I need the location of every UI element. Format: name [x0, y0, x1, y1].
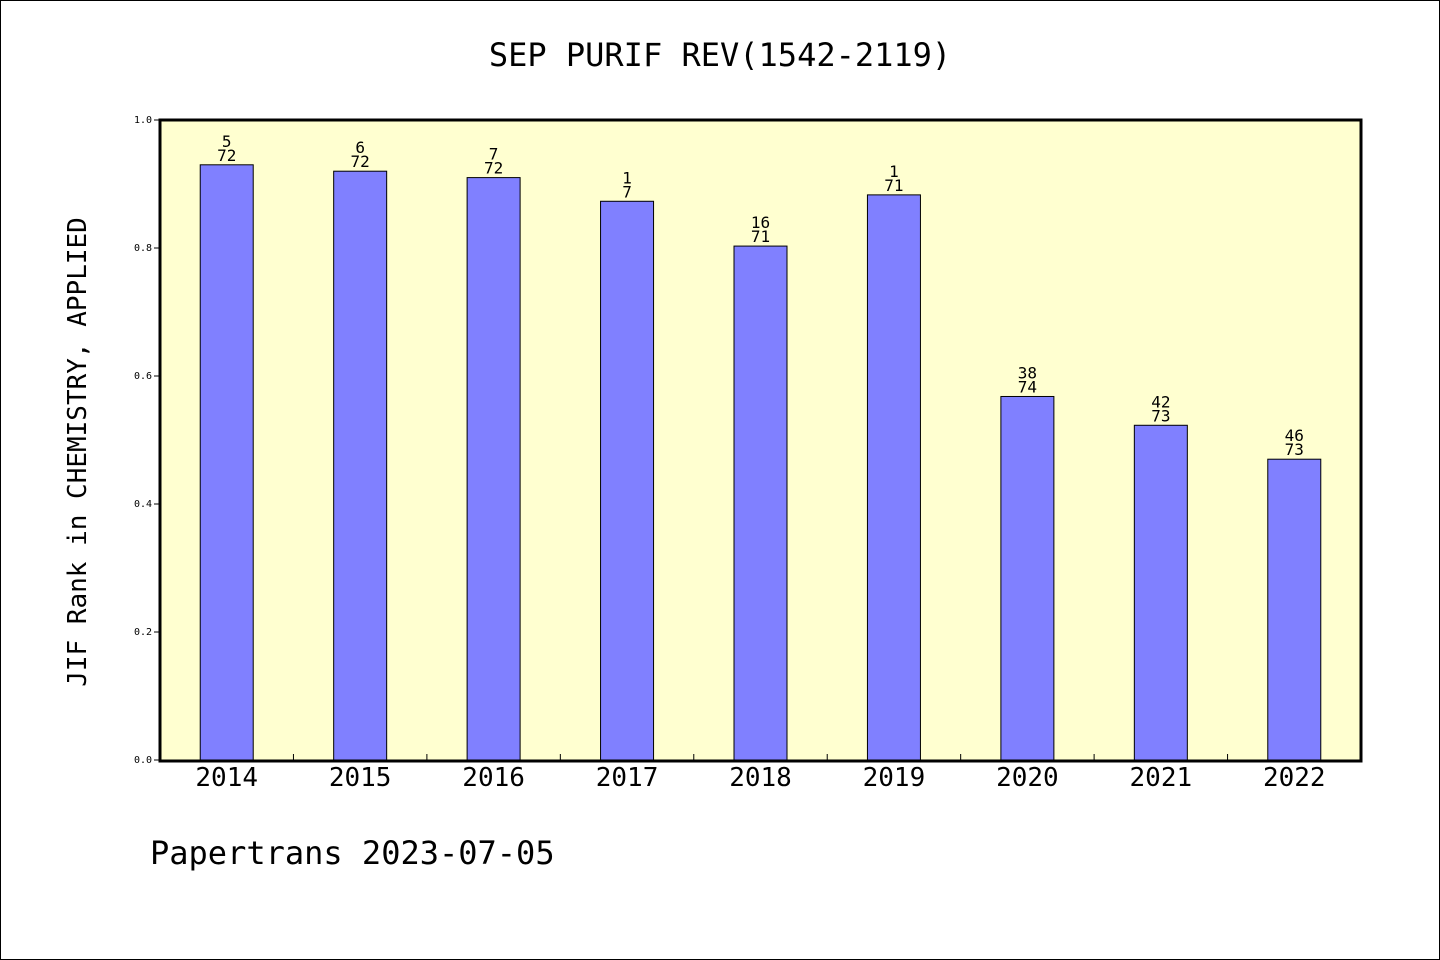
- bar-label-total: 72: [351, 152, 370, 171]
- x-axis-ticks: 2014 2015 2016 2017 2018 2019 2020 2021 2022: [195, 754, 1326, 793]
- x-tick-label: 2017: [596, 763, 659, 793]
- bar: [600, 200, 655, 761]
- bar: [333, 170, 388, 761]
- y-tick-label: 0.2: [134, 627, 152, 638]
- bar-label-total: 73: [1285, 440, 1304, 459]
- bar-label-rank: 46: [1285, 426, 1304, 445]
- x-tick-label: 2020: [996, 763, 1059, 793]
- bar: [733, 245, 788, 761]
- bar-label-total: 72: [484, 159, 503, 178]
- bar-label-total: 71: [751, 227, 770, 246]
- bar: [199, 164, 254, 761]
- y-tick-label: 1.0: [134, 115, 152, 126]
- y-axis-ticks: 0.0 0.2 0.4 0.6 0.8 1.0: [134, 115, 160, 766]
- bar: [1133, 424, 1188, 761]
- y-tick-label: 0.6: [134, 371, 152, 382]
- bar: [866, 194, 921, 761]
- y-tick-label: 0.4: [134, 499, 152, 510]
- bar-label-rank: 5: [222, 132, 232, 151]
- bar: [1000, 395, 1055, 761]
- bar-label-rank: 1: [622, 168, 632, 187]
- bars: [199, 164, 1322, 761]
- bar-label-rank: 7: [489, 145, 499, 164]
- x-tick-label: 2015: [329, 763, 392, 793]
- bar-label-total: 74: [1018, 377, 1037, 396]
- x-tick-label: 2022: [1263, 763, 1326, 793]
- bar-label-rank: 1: [889, 162, 899, 181]
- x-tick-label: 2019: [863, 763, 926, 793]
- x-tick-label: 2018: [729, 763, 792, 793]
- x-tick-label: 2021: [1130, 763, 1193, 793]
- x-tick-label: 2014: [195, 763, 258, 793]
- footer-text: Papertrans 2023-07-05: [150, 834, 555, 872]
- bar: [466, 177, 521, 761]
- y-tick-label: 0.8: [134, 243, 152, 254]
- bar-label-rank: 16: [751, 213, 770, 232]
- bar-label-total: 72: [217, 146, 236, 165]
- bar-label-rank: 6: [355, 138, 365, 157]
- bar-label-total: 71: [884, 176, 903, 195]
- bar-label-rank: 38: [1018, 363, 1037, 382]
- y-tick-label: 0.0: [134, 755, 152, 766]
- bar-label-total: 7: [622, 182, 632, 201]
- bar-label-rank: 42: [1151, 392, 1170, 411]
- chart-title: SEP PURIF REV(1542-2119): [489, 36, 951, 74]
- x-tick-label: 2016: [462, 763, 525, 793]
- bar: [1267, 458, 1322, 761]
- bar-label-total: 73: [1151, 406, 1170, 425]
- y-axis-label: JIF Rank in CHEMISTRY, APPLIED: [63, 217, 93, 687]
